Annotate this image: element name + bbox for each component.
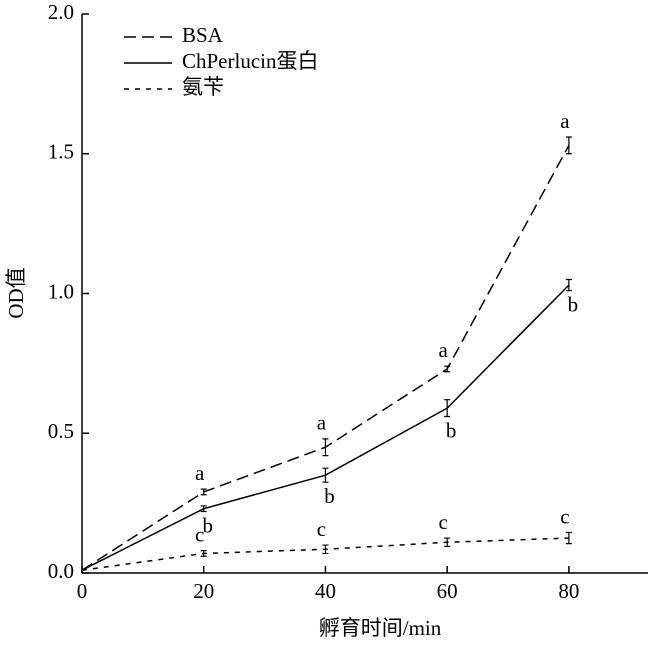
significance-label: a	[317, 411, 327, 435]
error-bar	[444, 537, 451, 548]
y-tick-label: 0.0	[48, 559, 74, 583]
y-tick-label: 0.5	[48, 419, 74, 443]
series-line	[81, 537, 569, 571]
legend-label: BSA	[182, 23, 224, 47]
significance-label: a	[195, 461, 205, 485]
x-tick-label: 60	[437, 579, 458, 603]
significance-label: c	[195, 522, 204, 546]
error-bar	[444, 399, 451, 418]
error-bar	[200, 488, 207, 496]
legend-label: ChPerlucin蛋白	[182, 49, 319, 73]
significance-label: b	[202, 513, 213, 537]
legend-label: 氨苄	[182, 75, 224, 99]
y-tick-label: 1.0	[48, 279, 74, 303]
error-bar	[322, 467, 329, 483]
significance-label: b	[446, 418, 457, 442]
error-bar	[565, 136, 572, 155]
x-axis-label: 孵育时间/min	[319, 616, 442, 640]
error-bar	[565, 278, 572, 292]
significance-label: b	[324, 484, 335, 508]
x-tick-label: 20	[193, 579, 214, 603]
error-bar	[444, 365, 451, 373]
significance-label: c	[560, 504, 569, 528]
x-tick-label: 80	[558, 579, 579, 603]
x-tick-label: 0	[77, 579, 88, 603]
error-bar	[322, 544, 329, 555]
error-bar	[200, 550, 207, 557]
error-bar	[565, 531, 572, 545]
x-tick-label: 40	[315, 579, 336, 603]
y-axis-label: OD值	[4, 267, 28, 318]
y-tick-label: 1.5	[48, 140, 74, 164]
significance-label: c	[317, 517, 326, 541]
significance-label: c	[438, 510, 447, 534]
significance-label: a	[438, 338, 448, 362]
significance-label: a	[560, 109, 570, 133]
significance-label: b	[568, 293, 579, 317]
error-bar	[322, 438, 329, 457]
error-bar	[200, 505, 207, 513]
y-tick-label: 2.0	[48, 0, 74, 24]
